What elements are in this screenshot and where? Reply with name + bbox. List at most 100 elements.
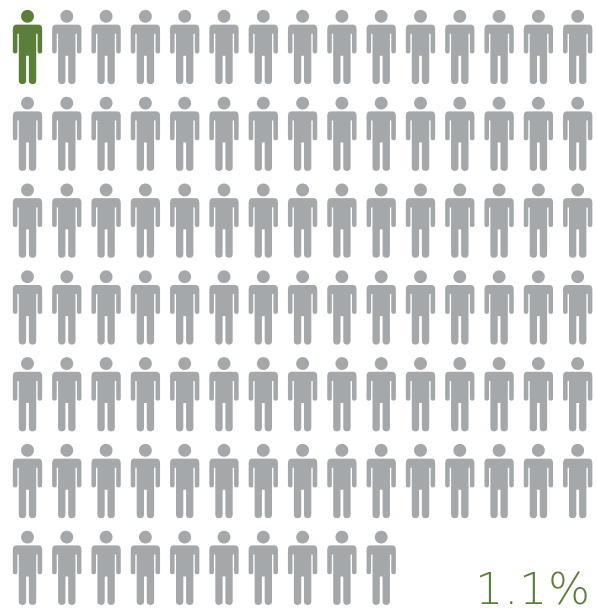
person-icon [170,96,200,171]
person-icon [523,443,554,519]
person-icon [170,270,200,345]
person-icon [91,183,121,258]
person-icon [327,530,357,605]
person-icon [523,9,554,85]
person-icon [366,357,396,432]
person-icon [91,357,121,432]
person-icon [366,96,396,171]
person-icon [12,183,43,258]
person-icon [248,270,278,345]
person-icon [484,357,514,432]
person-icon [52,530,82,605]
person-icon [484,9,514,85]
person-icon [209,270,239,345]
person-icon [52,9,82,85]
person-icon [563,443,593,519]
person-icon [405,270,436,345]
person-icon [405,357,436,432]
person-icon [405,9,436,85]
person-icon [91,270,121,345]
person-icon [327,9,357,85]
person-icon [287,9,318,85]
person-icon [248,443,278,519]
person-icon [209,96,239,171]
person-icon [52,183,82,258]
person-icon [52,443,82,519]
person-icon [248,357,278,432]
person-icon [248,183,278,258]
person-icon [366,183,396,258]
person-icon [523,96,554,171]
person-icon [170,357,200,432]
person-icon [327,357,357,432]
person-icon [484,96,514,171]
person-icon [91,96,121,171]
person-icon [484,443,514,519]
person-icon [287,357,318,432]
person-icon [130,9,161,85]
person-icon [91,443,121,519]
person-icon [563,183,593,258]
person-icon [91,9,121,85]
person-icon [445,357,475,432]
person-icon [12,96,43,171]
person-icon [287,96,318,171]
person-icon [287,183,318,258]
person-icon [248,96,278,171]
person-icon [327,183,357,258]
person-icon [523,183,554,258]
person-icon [366,530,396,605]
person-icon [12,443,43,519]
person-icon [445,183,475,258]
person-icon [327,96,357,171]
percentage-label: 1.1% [475,564,591,615]
person-icon [130,183,161,258]
person-icon [327,270,357,345]
person-icon [12,270,43,345]
person-icon [12,357,43,432]
person-icon [445,270,475,345]
person-icon [130,443,161,519]
person-icon-grid [12,9,593,605]
person-icon [405,96,436,171]
person-icon [405,183,436,258]
person-icon [52,270,82,345]
person-icon [130,530,161,605]
person-icon [52,96,82,171]
person-icon [445,9,475,85]
person-icon [366,443,396,519]
person-icon-highlighted [12,9,43,85]
person-icon [287,530,318,605]
person-icon [130,270,161,345]
person-icon [523,357,554,432]
person-icon [209,530,239,605]
person-icon [170,9,200,85]
person-icon [12,530,43,605]
person-icon [248,530,278,605]
person-icon [170,183,200,258]
person-icon [484,183,514,258]
person-icon [52,357,82,432]
person-icon [91,530,121,605]
person-icon [287,443,318,519]
person-icon [484,270,514,345]
person-icon [563,96,593,171]
person-icon [130,357,161,432]
person-icon [248,9,278,85]
person-icon [366,9,396,85]
person-icon [445,96,475,171]
person-icon [405,443,436,519]
person-icon [287,270,318,345]
person-icon [563,9,593,85]
person-icon [563,270,593,345]
person-icon [209,357,239,432]
person-icon [563,357,593,432]
person-icon [523,270,554,345]
person-icon [209,183,239,258]
person-icon [170,443,200,519]
person-icon [130,96,161,171]
person-icon [209,443,239,519]
person-icon [209,9,239,85]
person-icon [327,443,357,519]
